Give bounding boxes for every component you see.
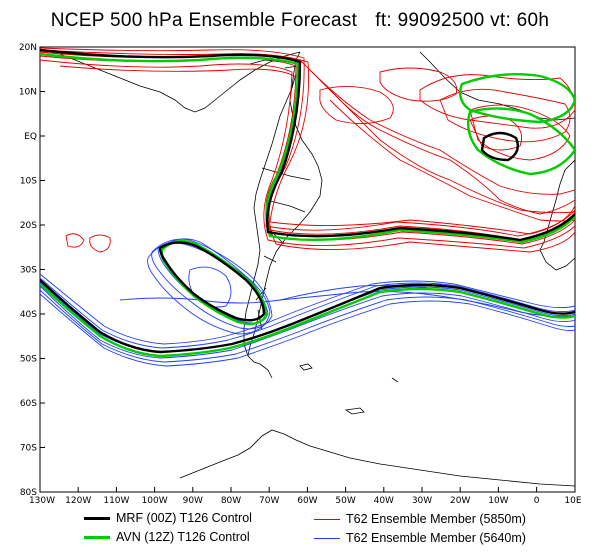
lon-label: 30W [412,496,432,506]
blue-contour [40,273,575,345]
red-contour [329,99,575,222]
red-blob [469,104,571,161]
blue-contour [40,293,575,367]
south-georgia [344,377,399,415]
lon-label: 10W [488,496,508,506]
blue-cutoff-low [151,238,273,330]
lat-label: 10S [20,177,37,187]
blue-contour [40,277,575,349]
lon-label: 70W [259,496,279,506]
legend-label-ens-5850: T62 Ensemble Member (5850m) [346,512,526,526]
lon-label: 90W [183,496,203,506]
lon-label: 110W [103,496,129,506]
lon-label: 130W [29,496,55,506]
lat-label: 50S [20,355,37,365]
lon-label: 60W [297,496,317,506]
red-contour [319,79,575,214]
blue-cutoff-low [188,266,232,308]
avn-tropical-blob [467,107,575,176]
avn-5640-contour [40,283,575,358]
lon-label: 20W [450,496,470,506]
lon-label: 50W [335,496,355,506]
mrf-control-contours [40,48,575,354]
legend-swatch-ens-5640 [314,537,340,539]
plot-frame [39,46,576,493]
red-blob [379,67,458,102]
mrf-cutoff-low [158,241,266,322]
falklands [299,363,313,371]
red-contour [309,69,575,195]
lat-label: 60S [20,399,37,409]
red-blob [89,234,111,253]
lat-label: 30S [20,266,37,276]
red-blob [65,233,85,248]
mrf-tropical-low [480,131,519,162]
legend-swatch-ens-5850 [314,518,340,520]
lon-label: 100W [142,496,168,506]
legend-item-mrf: MRF (00Z) T126 Control [84,511,252,525]
lat-label: 20S [20,221,37,231]
lon-label: 0 [534,496,540,506]
red-blob [439,88,571,143]
blue-contour [40,289,575,363]
legend-label-ens-5640: T62 Ensemble Member (5640m) [346,531,526,545]
south-america-coast [243,51,323,379]
lat-label: EQ [24,132,37,142]
lat-label: 80S [20,488,37,498]
blue-contour [40,285,575,359]
mrf-5640-contour [40,279,575,354]
red-contour [40,49,575,235]
lat-label: 20N [19,43,37,53]
legend-item-ens-5850: T62 Ensemble Member (5850m) [314,512,526,526]
latitude-labels: 20N 10N EQ 10S 20S 30S 40S 50S 60S 70S 8… [19,43,37,498]
legend-item-avn: AVN (12Z) T126 Control [84,530,250,544]
axis-ticks [39,46,576,493]
legend-label-mrf: MRF (00Z) T126 Control [116,511,252,525]
red-contour [40,59,575,249]
title-forecast: ft: 99092500 vt: 60h [375,10,550,31]
legend: MRF (00Z) T126 Control AVN (12Z) T126 Co… [0,510,600,560]
lat-label: 70S [20,444,37,454]
blue-contour [279,291,575,317]
legend-swatch-avn [84,535,110,539]
title-main: NCEP 500 hPa Ensemble Forecast [50,10,358,31]
red-blob [319,86,394,124]
antarctica-coast [179,429,575,487]
blue-cutoff-low [147,242,271,335]
lat-label: 10N [19,88,37,98]
mrf-5850-contour [40,48,575,242]
lon-label: 120W [65,496,91,506]
legend-item-ens-5640: T62 Ensemble Member (5640m) [314,531,526,545]
lat-label: 40S [20,310,37,320]
lon-label: 80W [221,496,241,506]
map-title: NCEP 500 hPa Ensemble Forecast ft: 990925… [0,10,600,32]
longitude-labels: 130W 120W 110W 100W 90W 80W 70W 60W 50W … [29,496,582,506]
avn-tropical-blob [459,73,575,124]
lon-label: 10E [564,496,581,506]
legend-label-avn: AVN (12Z) T126 Control [116,530,250,544]
lon-label: 40W [374,496,394,506]
avn-5850-contour [40,52,575,244]
legend-swatch-mrf [84,516,110,520]
